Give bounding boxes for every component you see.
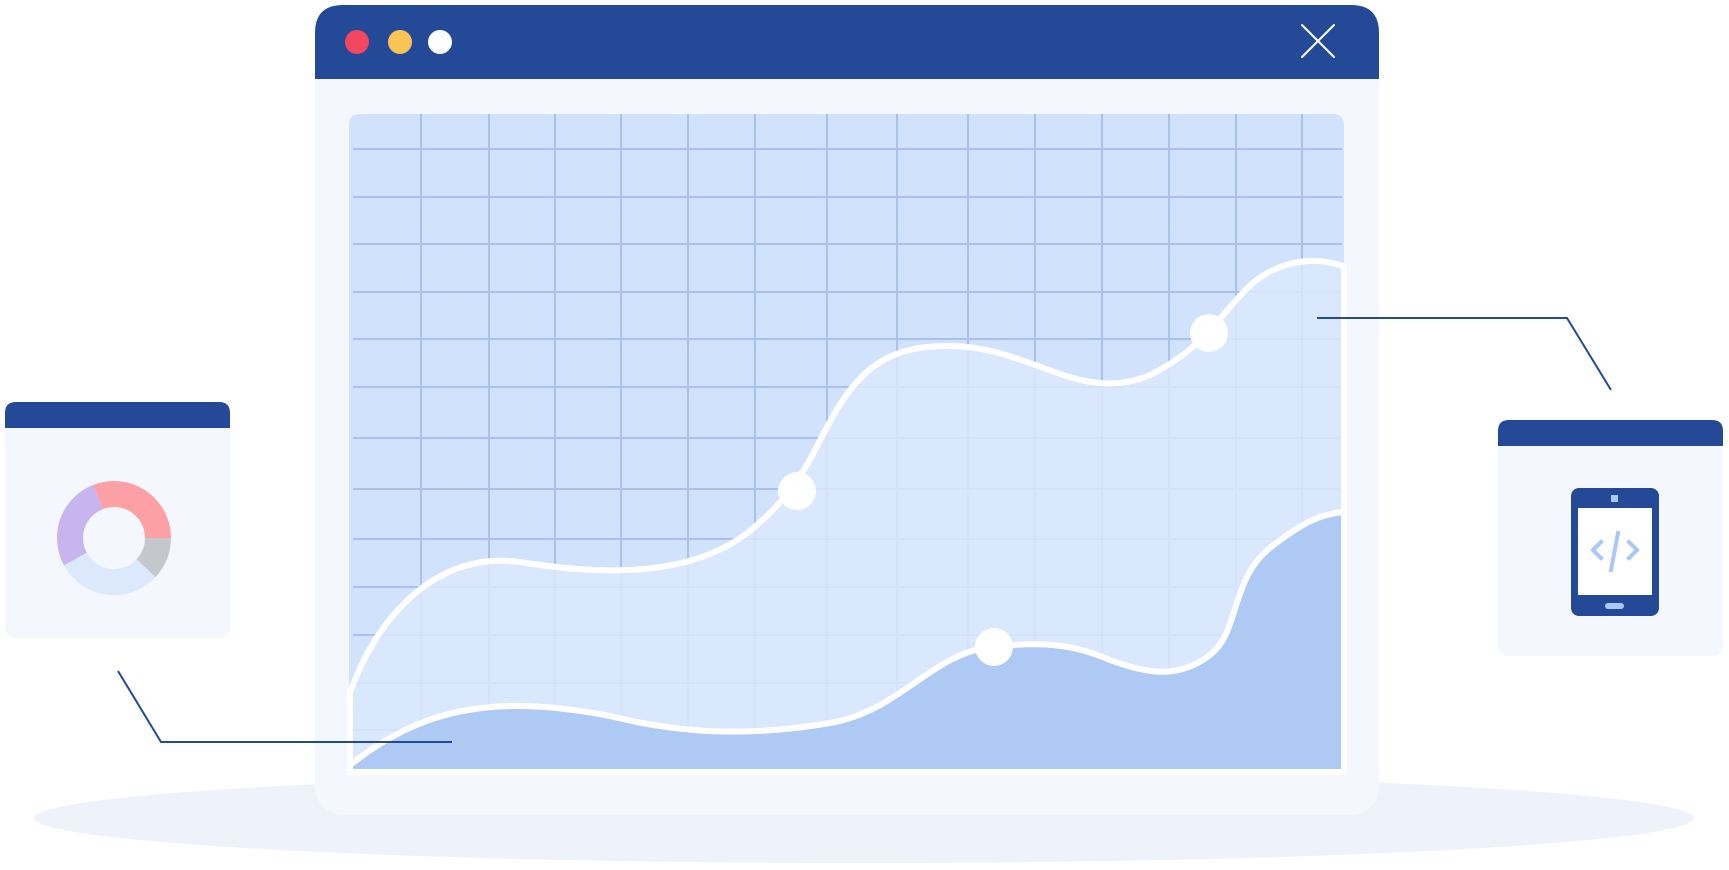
right-connector-line	[1317, 317, 1612, 391]
donut-segment	[57, 481, 171, 595]
left-connector-line	[117, 670, 452, 743]
data-point[interactable]	[778, 472, 816, 510]
right-window-titlebar	[1498, 420, 1723, 446]
mobile-code-icon	[1571, 488, 1659, 616]
close-icon[interactable]	[1301, 24, 1335, 58]
upper-series-area	[350, 260, 1343, 770]
lower-series-area	[350, 512, 1343, 770]
data-point[interactable]	[975, 628, 1013, 666]
close-dot[interactable]	[345, 30, 369, 54]
maximize-dot[interactable]	[428, 30, 452, 54]
area-chart	[347, 114, 1347, 775]
left-window-body	[5, 402, 230, 638]
donut-chart-icon	[57, 481, 171, 595]
main-window-titlebar	[315, 5, 1379, 79]
right-widget-window	[1498, 420, 1723, 656]
donut-segment	[57, 481, 171, 595]
left-window-titlebar	[5, 402, 230, 428]
donut-segment	[57, 481, 171, 595]
minimize-dot[interactable]	[388, 30, 412, 54]
data-point[interactable]	[1190, 314, 1228, 352]
plot-frame	[347, 266, 1347, 775]
main-window	[315, 5, 1379, 815]
left-widget-window	[5, 402, 230, 638]
